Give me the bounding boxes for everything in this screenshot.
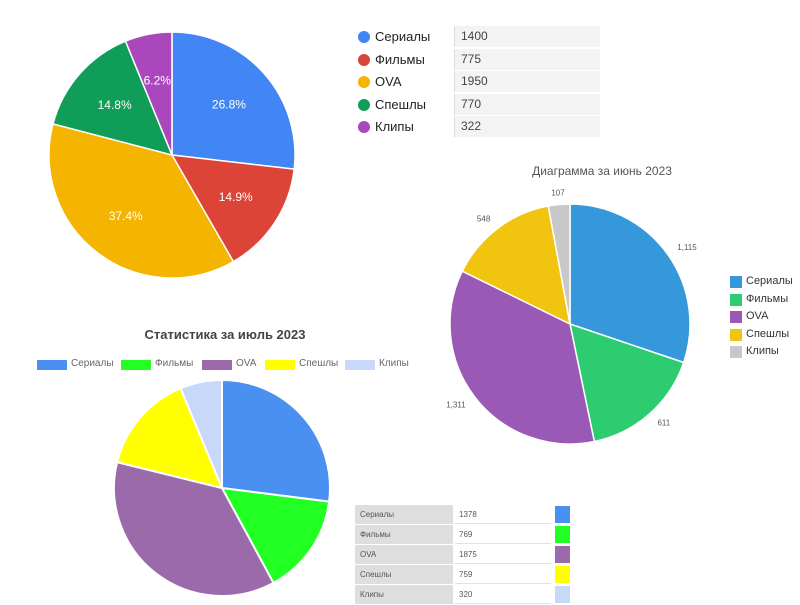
table-row: Спешлы 770 xyxy=(352,93,602,117)
slice-label: 6.2% xyxy=(144,73,172,87)
table-row: Клипы 320 xyxy=(355,585,575,605)
pie-slice-клипы xyxy=(547,203,571,325)
row-label: Спешлы xyxy=(375,96,427,112)
legend-label: Спешлы xyxy=(746,327,790,340)
row-value: 1400 xyxy=(454,26,600,47)
pie-slice-клипы xyxy=(124,31,173,156)
pie-slice-спешлы xyxy=(115,386,224,490)
pie-slice-ova xyxy=(48,122,235,279)
row-value: 320 xyxy=(455,585,551,604)
row-value: 1378 xyxy=(455,505,551,524)
pie-slice-спешлы xyxy=(461,205,572,326)
pie-slice-сериалы xyxy=(569,203,691,364)
legend-label: OVA xyxy=(746,310,769,322)
chart2-title: Диаграмма за июнь 2023 xyxy=(532,164,672,178)
table-row: OVA 1875 xyxy=(355,545,575,565)
row-label: OVA xyxy=(375,74,402,89)
row-label: OVA xyxy=(355,545,453,564)
color-swatch xyxy=(555,586,570,603)
slice-label: 548 xyxy=(477,215,491,224)
legend-label: Сериалы xyxy=(746,275,793,287)
pie-slice-сериалы xyxy=(221,378,331,503)
legend-dot xyxy=(358,98,370,111)
legend-swatch xyxy=(730,328,742,341)
row-value: 769 xyxy=(455,525,551,544)
legend-swatch xyxy=(730,311,742,323)
values-table-2: Сериалы 1378 Фильмы 769 OVA 1875 Спешлы 759 … xyxy=(355,505,575,605)
pie-slice-клипы xyxy=(179,378,223,489)
row-label: Клипы xyxy=(355,585,453,604)
row-value: 1950 xyxy=(454,71,600,92)
legend-swatch xyxy=(730,276,742,288)
row-label: Клипы xyxy=(375,119,414,134)
table-row: Спешлы 759 xyxy=(355,565,575,585)
legend-swatch xyxy=(730,346,742,358)
legend-swatch xyxy=(345,360,375,370)
row-value: 1875 xyxy=(455,545,551,564)
pie-slice-ova xyxy=(449,270,596,445)
pie-chart-3 xyxy=(113,378,331,597)
table-row: Сериалы 1400 xyxy=(352,26,602,49)
row-value: 322 xyxy=(454,116,600,137)
pie-slice-спешлы xyxy=(52,40,174,157)
table-row: Фильмы 769 xyxy=(355,525,575,545)
color-swatch xyxy=(555,566,570,583)
pie-slice-сериалы xyxy=(171,31,296,170)
legend-swatch xyxy=(265,360,295,370)
legend-dot xyxy=(358,53,370,66)
pie-slice-ova xyxy=(113,460,275,597)
legend-swatch xyxy=(121,360,151,370)
row-label: Спешлы xyxy=(355,565,453,584)
pie-slice-фильмы xyxy=(568,322,685,443)
legend-label: Спешлы xyxy=(299,358,339,369)
row-label: Сериалы xyxy=(375,29,431,44)
legend-label: Фильмы xyxy=(746,292,789,305)
slice-label: 1,115 xyxy=(677,243,697,252)
slice-label: 14.8% xyxy=(98,98,132,112)
legend-label: Фильмы xyxy=(155,358,194,369)
row-value: 770 xyxy=(454,93,600,115)
color-swatch xyxy=(555,506,570,523)
slice-label: 14.9% xyxy=(219,190,253,204)
pie-chart-2: 1,115 611 1,311 548 107 xyxy=(446,188,697,445)
slice-label: 37.4% xyxy=(109,209,143,223)
row-label: Фильмы xyxy=(375,51,425,67)
slice-label: 611 xyxy=(657,419,670,428)
legend-swatch xyxy=(202,360,232,370)
color-swatch xyxy=(555,546,570,563)
table-row: Фильмы 775 xyxy=(352,48,602,72)
legend-label: Клипы xyxy=(746,345,779,357)
chart3-title: Статистика за июль 2023 xyxy=(144,327,306,342)
legend-dot xyxy=(358,31,370,43)
values-table-1: Сериалы 1400 Фильмы 775 OVA 1950 Спешлы 770 … xyxy=(352,26,602,139)
table-row: OVA 1950 xyxy=(352,71,602,94)
legend-dot xyxy=(358,76,370,88)
row-label: Сериалы xyxy=(355,505,453,524)
slice-label: 107 xyxy=(551,188,565,197)
pie-slice-фильмы xyxy=(170,154,296,263)
legend-label: Сериалы xyxy=(71,358,114,369)
legend-label: Клипы xyxy=(379,358,409,369)
row-label: Фильмы xyxy=(355,525,453,544)
legend-label: OVA xyxy=(236,358,257,369)
color-swatch xyxy=(555,526,570,543)
legend-swatch xyxy=(730,293,742,306)
pie-slice-фильмы xyxy=(220,486,331,585)
row-value: 775 xyxy=(454,48,600,70)
slice-label: 1,311 xyxy=(446,401,466,410)
table-row: Клипы 322 xyxy=(352,116,602,139)
row-value: 759 xyxy=(455,565,551,584)
pie-chart-1: 26.8% 14.9% 37.4% 14.8% 6.2% xyxy=(48,31,296,279)
legend-dot xyxy=(358,121,370,133)
table-row: Сериалы 1378 xyxy=(355,505,575,525)
legend-swatch xyxy=(37,360,67,370)
slice-label: 26.8% xyxy=(212,97,246,111)
